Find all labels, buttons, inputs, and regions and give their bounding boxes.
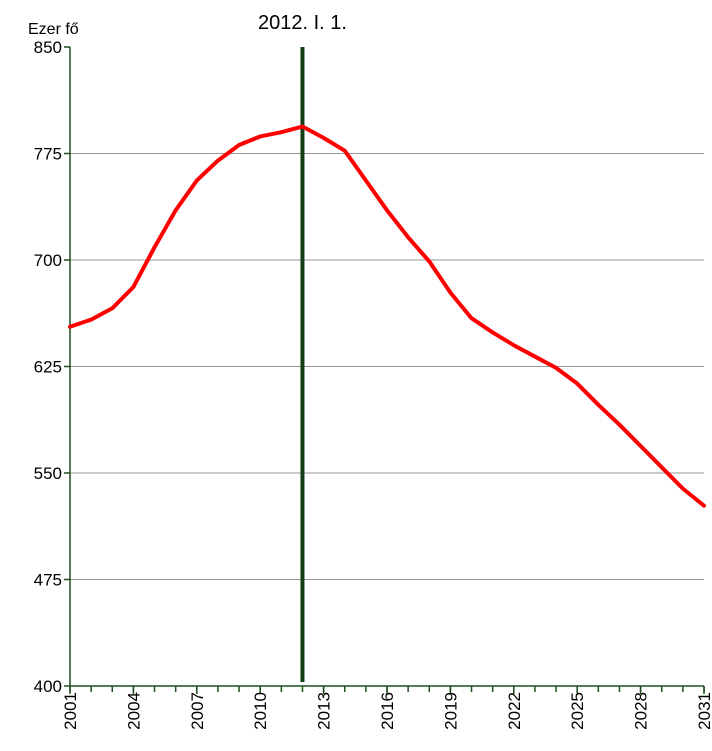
y-tick-label: 850 [34,38,62,57]
data-line [68,124,706,508]
y-axis-label: Ezer fő [28,21,79,38]
y-tick-label: 400 [34,677,62,696]
x-tick-label: 2010 [251,692,270,730]
x-tick-label: 2016 [378,692,397,730]
x-tick-label: 2013 [315,692,334,730]
x-tick-label: 2019 [441,692,460,730]
x-tick-label: 2022 [505,692,524,730]
x-tick-label: 2004 [124,692,143,730]
y-tick-label: 775 [34,145,62,164]
y-tick-label: 700 [34,251,62,270]
x-tick-label: 2007 [188,692,207,730]
x-tick-label: 2001 [61,692,80,730]
annotation-label: 2012. I. 1. [258,12,347,34]
x-tick-label: 2025 [568,692,587,730]
y-tick-label: 550 [34,464,62,483]
x-tick-label: 2028 [632,692,651,730]
x-tick-label: 2031 [695,692,712,730]
y-tick-label: 625 [34,358,62,377]
y-tick-label: 475 [34,571,62,590]
